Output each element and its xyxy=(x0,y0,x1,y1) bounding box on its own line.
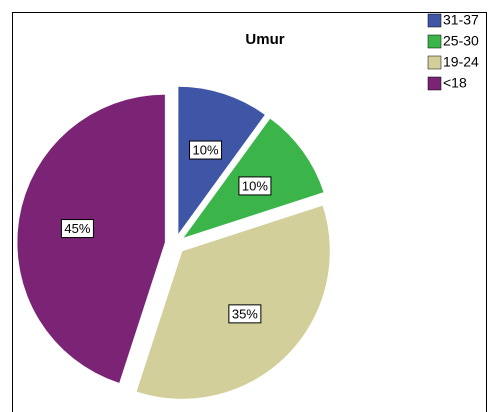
legend-swatch xyxy=(427,76,442,91)
value-label-box xyxy=(60,219,94,239)
value-label: 10% xyxy=(242,178,268,193)
value-label-box xyxy=(238,176,272,196)
value-label: 45% xyxy=(64,221,90,236)
legend-label: 25-30 xyxy=(443,33,479,49)
pie-slice xyxy=(136,205,331,400)
legend-label: 31-37 xyxy=(443,12,479,28)
value-label-box xyxy=(189,140,223,160)
value-label-box xyxy=(228,304,262,324)
value-label: 10% xyxy=(193,142,219,157)
pie-slice xyxy=(177,86,266,236)
value-label: 35% xyxy=(232,306,258,321)
pie-slice xyxy=(16,94,166,384)
legend-swatch xyxy=(427,13,442,28)
legend-label: <18 xyxy=(443,75,467,91)
legend-swatch xyxy=(427,34,442,49)
legend-swatch xyxy=(427,55,442,70)
chart-title: Umur xyxy=(245,31,284,48)
legend-label: 19-24 xyxy=(443,54,479,70)
